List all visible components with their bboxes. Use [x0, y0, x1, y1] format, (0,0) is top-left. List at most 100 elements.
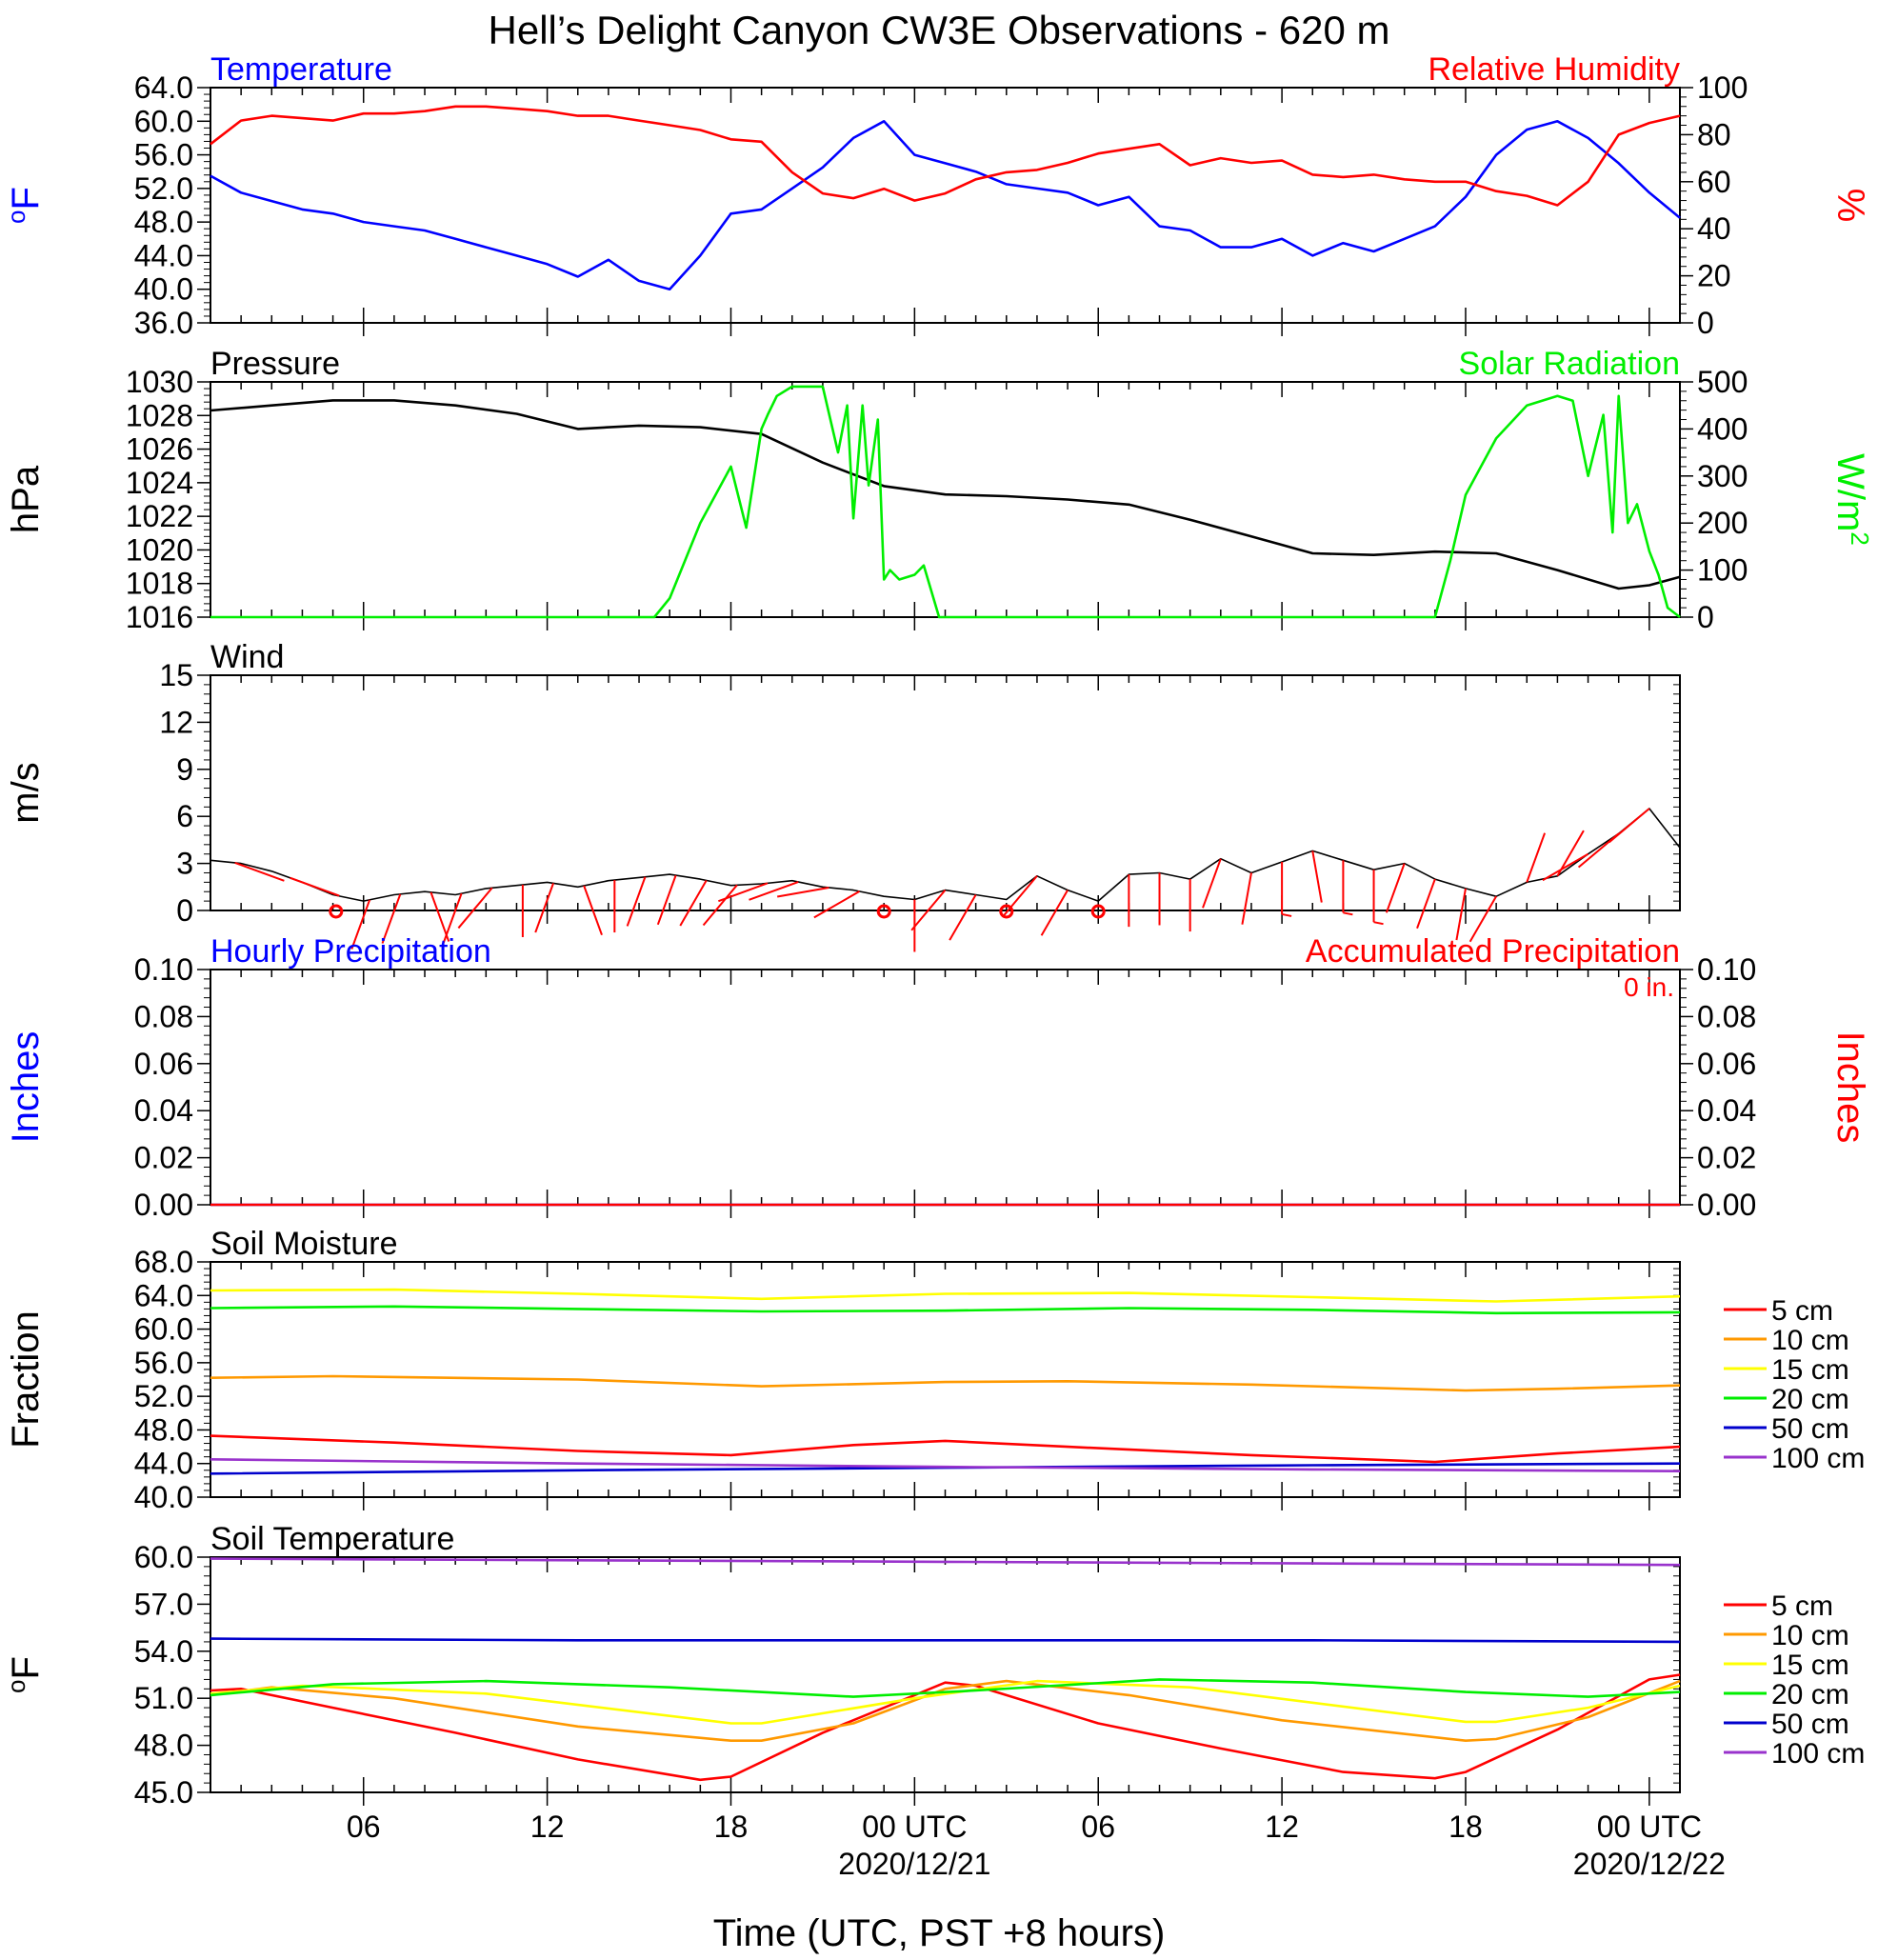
series-line-temperature [210, 120, 1681, 291]
x-tick-label: 00 UTC [862, 1810, 967, 1844]
y-tick-label-left: 44.0 [134, 1447, 193, 1481]
y-tick-label-left: 1016 [126, 600, 193, 634]
y-tick-label-left: 57.0 [134, 1587, 193, 1621]
y-tick-label-right: 100 [1697, 553, 1748, 588]
panel-title-left: Wind [210, 639, 284, 675]
figure-title: Hell’s Delight Canyon CW3E Observations … [489, 8, 1390, 52]
panel-title-right: Relative Humidity [1428, 51, 1680, 88]
y-tick-label-left: 1026 [126, 432, 193, 467]
wind-barb [1311, 850, 1323, 903]
y-tick-label-left: 56.0 [134, 1346, 193, 1380]
y-tick-label-left: 0.08 [134, 999, 193, 1033]
plot-frame [210, 381, 1681, 618]
y-tick-label-left: 54.0 [134, 1634, 193, 1669]
y-tick-label-right: 0.06 [1697, 1047, 1756, 1081]
x-axis-label: Time (UTC, PST +8 hours) [713, 1912, 1166, 1954]
y-tick-label-left: 0 [176, 893, 193, 928]
panel-title-left: Pressure [210, 346, 340, 382]
series-line-100-cm [210, 1557, 1681, 1567]
legend-label: 50 cm [1771, 1709, 1849, 1740]
wind-barb [457, 887, 493, 930]
panel-title-left: Hourly Precipitation [210, 933, 491, 970]
wind-barb [679, 879, 708, 927]
y-tick-label-right: 60 [1697, 165, 1731, 199]
y-tick-label-left: 1020 [126, 532, 193, 567]
legend-label: 10 cm [1771, 1620, 1849, 1651]
panel-wind: 0 3 6 9 12 15 Wind m/s [5, 639, 1681, 952]
y-tick-label-left: 64.0 [134, 1278, 193, 1312]
x-tick-label: 06 [347, 1810, 381, 1844]
legend-label: 5 cm [1771, 1590, 1833, 1622]
wind-barb [1526, 832, 1547, 883]
x-tick-label: 00 UTC [1597, 1810, 1702, 1844]
wind-barb [534, 883, 554, 933]
left-axis-label: m/s [5, 762, 47, 823]
panel-soil_moisture: 40.044.048.052.056.060.064.068.0 Soil Moi… [5, 1226, 1865, 1514]
panel-soil_temperature: 45.0 48.0 51.0 54.0 57.0 60.0 Soil Temperature… [2, 1521, 1865, 1810]
wind-barb [350, 899, 371, 950]
calm-wind-marker [329, 904, 344, 919]
wind-barb [290, 876, 340, 897]
y-tick-label-left: 3 [176, 847, 193, 881]
accumulated-total-label: 0 in. [1624, 972, 1674, 1002]
y-tick-label-right: 20 [1697, 259, 1731, 293]
series-line-relative-humidity [210, 105, 1681, 207]
series-line-50-cm [210, 1462, 1681, 1475]
y-tick-label-left: 1022 [126, 499, 193, 533]
plot-frame [210, 674, 1681, 911]
y-tick-label-left: 0.06 [134, 1047, 193, 1081]
panel-temperature_rh: 36.040.044.048.052.056.060.064.0 0 20 40 60 8… [2, 51, 1871, 340]
x-tick-date-label: 2020/12/22 [1573, 1847, 1726, 1881]
y-tick-label-right: 40 [1697, 211, 1731, 246]
legend-label: 100 cm [1771, 1443, 1865, 1474]
y-tick-label-left: 60.0 [134, 1540, 193, 1574]
series-line-15-cm [210, 1679, 1681, 1725]
y-tick-label-left: 48.0 [134, 1412, 193, 1447]
y-tick-label-right: 0.04 [1697, 1093, 1756, 1128]
panel-precipitation: 0.00 0.02 0.04 0.06 0.08 0.10 0.00 0.02 0.04 0.06… [5, 933, 1871, 1222]
plot-frame [210, 969, 1681, 1206]
y-tick-label-left: 48.0 [134, 1729, 193, 1763]
calm-wind-marker [999, 904, 1014, 919]
wind-barb [1385, 863, 1406, 913]
y-tick-label-left: 44.0 [134, 238, 193, 272]
series-line-wind [210, 808, 1681, 902]
y-tick-label-left: 1018 [126, 567, 193, 601]
legend-label: 20 cm [1771, 1384, 1849, 1415]
y-tick-label-right: 400 [1697, 411, 1748, 446]
wind-barb [1002, 875, 1038, 917]
calm-wind-marker [876, 904, 891, 919]
legend-label: 5 cm [1771, 1295, 1833, 1327]
series-line-15-cm [210, 1288, 1681, 1303]
wind-barb [1608, 808, 1650, 844]
series-line-solar-radiation [210, 385, 1681, 619]
wind-barb [381, 893, 402, 944]
x-tick-date-label: 2020/12/21 [838, 1847, 990, 1881]
legend-label: 15 cm [1771, 1354, 1849, 1386]
y-tick-label-right: 100 [1697, 70, 1748, 105]
panels: 36.040.044.048.052.056.060.064.002040608… [2, 51, 1874, 1810]
x-tick-label: 12 [530, 1810, 565, 1844]
y-tick-label-left: 36.0 [134, 306, 193, 340]
y-tick-label-left: 0.02 [134, 1141, 193, 1175]
left-axis-label: Inches [5, 1031, 47, 1144]
y-tick-label-left: 68.0 [134, 1245, 193, 1279]
series-line-20-cm [210, 1305, 1681, 1315]
x-tick-label: 18 [714, 1810, 749, 1844]
y-tick-label-left: 12 [159, 705, 193, 739]
wind-barb [1040, 890, 1069, 936]
wind-barb [702, 884, 738, 927]
calm-wind-marker [1090, 904, 1106, 919]
y-tick-label-left: 0.00 [134, 1188, 193, 1222]
y-tick-label-left: 52.0 [134, 171, 193, 206]
left-axis-label: hPa [5, 465, 47, 533]
panel-title-left: Soil Moisture [210, 1226, 398, 1262]
wind-barb [583, 885, 603, 936]
wind-barb-flag [1373, 921, 1384, 926]
y-tick-label-left: 1024 [126, 466, 193, 500]
series-line-20-cm [210, 1678, 1681, 1698]
y-tick-label-left: 40.0 [134, 1480, 193, 1514]
panel-title-left: Temperature [210, 51, 392, 88]
wind-barb [1455, 888, 1467, 941]
series-line-100-cm [210, 1458, 1681, 1472]
